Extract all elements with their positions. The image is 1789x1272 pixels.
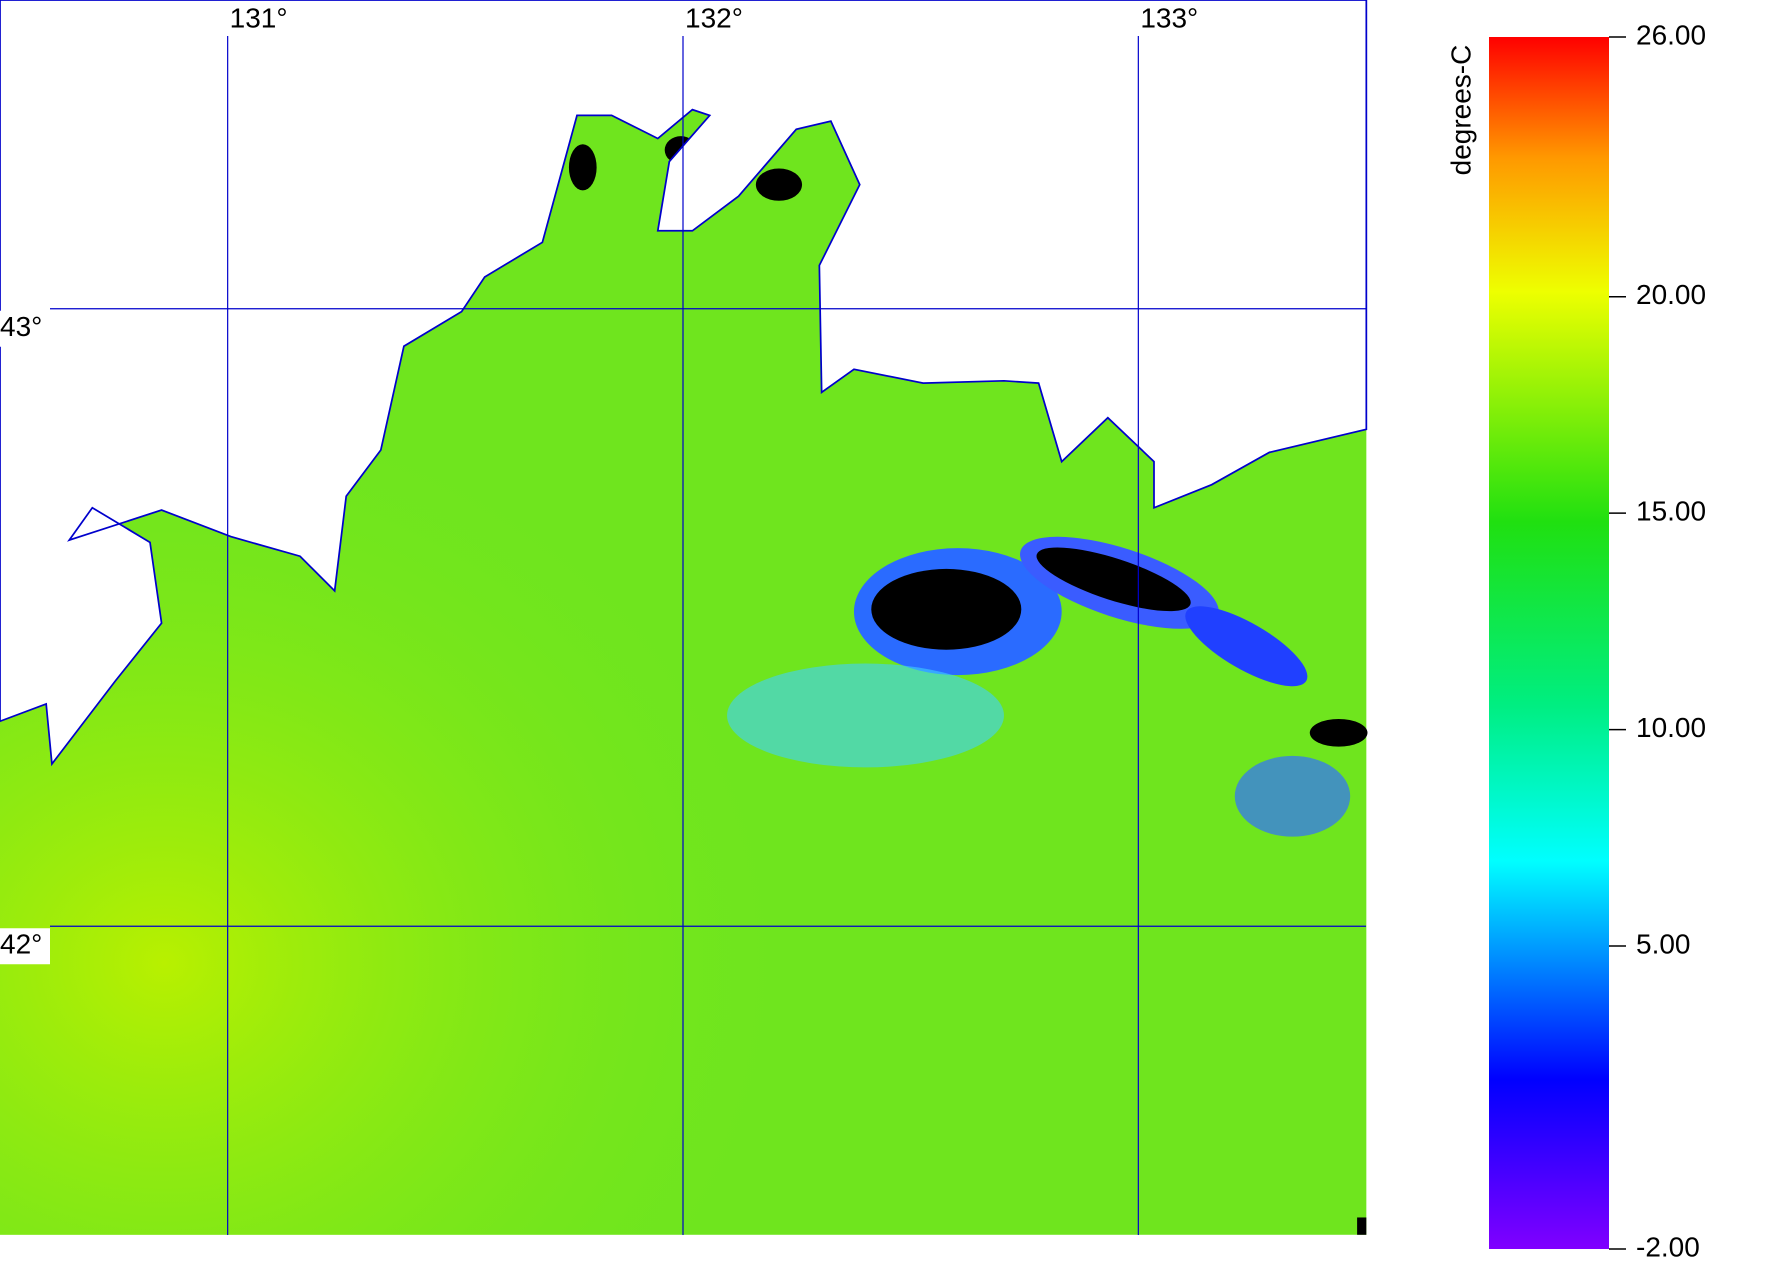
latitude-label: 42°: [0, 929, 42, 960]
sst-map: 131° 132° 133° 43° 42°: [0, 0, 1368, 1235]
latitude-label-box: [0, 310, 50, 347]
cold-patches: [568, 136, 1368, 837]
colorbar-tick-label: 10.00: [1636, 712, 1706, 743]
longitude-label: 131°: [230, 2, 288, 33]
colorbar-tick-label: 5.00: [1636, 928, 1691, 959]
latitude-label: 43°: [0, 311, 42, 342]
land-corner: [1357, 1217, 1367, 1235]
longitude-label: 132°: [685, 2, 743, 33]
land: [0, 0, 1368, 767]
colorbar-label: degrees-C: [1445, 45, 1476, 176]
colorbar-tick-label: -2.00: [1636, 1231, 1700, 1262]
longitude-label: 133°: [1140, 2, 1198, 33]
latitude-label-box: [0, 928, 50, 965]
colorbar-tick-label: 26.00: [1636, 19, 1706, 50]
colorbar-tick-label: 20.00: [1636, 279, 1706, 310]
colorbar-tick-label: 15.00: [1636, 496, 1706, 527]
sst-imagery: [0, 0, 1368, 1235]
colorbar: [1489, 37, 1609, 1249]
